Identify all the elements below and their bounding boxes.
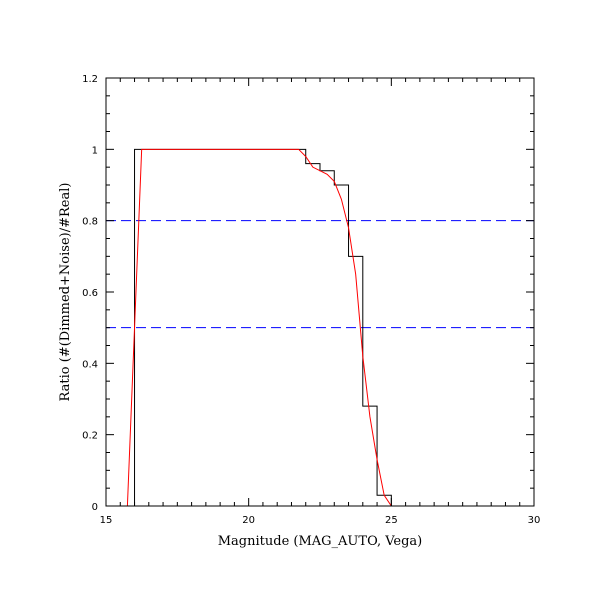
y-tick-label: 0.6 <box>82 288 98 299</box>
x-tick-labels: 15 20 25 30 <box>100 515 541 526</box>
y-tick-label: 1 <box>92 145 98 156</box>
x-tick-label: 15 <box>100 515 113 526</box>
x-tick-label: 25 <box>385 515 398 526</box>
reference-lines <box>106 220 534 329</box>
y-tick-label: 0.2 <box>82 431 98 442</box>
x-tick-label: 30 <box>528 515 541 526</box>
x-tick-label: 20 <box>242 515 255 526</box>
y-tick-label: 1.2 <box>82 74 98 85</box>
tick-marks <box>105 77 535 507</box>
y-axis-title: Ratio (#(Dimmed+Noise)/#Real) <box>58 183 73 402</box>
y-tick-label: 0.8 <box>82 217 98 228</box>
y-tick-label: 0.4 <box>82 359 98 370</box>
y-tick-labels: 0 0.2 0.4 0.6 0.8 1 1.2 <box>82 74 98 513</box>
x-axis-title: Magnitude (MAG_AUTO, Vega) <box>218 534 423 549</box>
y-tick-label: 0 <box>92 502 98 513</box>
